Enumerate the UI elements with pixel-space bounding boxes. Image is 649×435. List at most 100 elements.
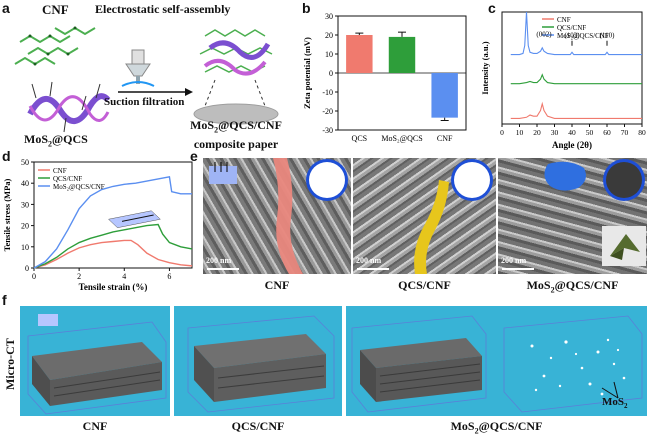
panel-b-label: b (302, 0, 311, 16)
zeta-ytick-label: 0 (329, 69, 333, 78)
sem-caption-mos2-sub: 2 (550, 285, 555, 295)
cnf-fiber-highlight (273, 158, 303, 274)
zeta-ytick-label: 20 (325, 31, 333, 40)
ct-caption-mos2-tail: @QCS/CNF (478, 419, 543, 433)
tensile-ytick-label: 30 (21, 200, 29, 209)
micro-ct-qcs-cnf (174, 306, 342, 416)
tensile-ytick-label: 0 (25, 264, 29, 273)
sem-image-mos2-qcs-cnf: 200 nm (498, 158, 647, 274)
xrd-xtick-label: 20 (533, 128, 541, 137)
panel-f-label: f (2, 292, 7, 308)
ct-caption-mos2-main: MoS (450, 419, 475, 433)
mos2-qcs-illustration (27, 81, 111, 133)
panel-a-schematic (14, 26, 279, 133)
xrd-chart: 0 10 20 30 40 50 60 70 80CNFQCS/CNFMoS₂@QCS/CNF(… (480, 11, 646, 150)
tensile-ytick-label: 40 (21, 179, 29, 188)
zeta-category-label: QCS (352, 134, 368, 143)
zeta-bar (388, 36, 416, 73)
tensile-legend-label: MoS₂@QCS/CNF (53, 183, 105, 191)
tensile-series-line (33, 176, 192, 269)
zeta-category-label: CNF (437, 134, 453, 143)
tensile-ytick-label: 20 (21, 222, 29, 231)
xrd-ylabel: Intensity (a.u.) (480, 41, 490, 94)
mos2-particle-highlight (544, 161, 586, 191)
filtration-funnel-icon (121, 49, 155, 87)
xrd-series-line (510, 101, 642, 119)
mos2-qcs-label: MoS2@QCS (24, 132, 88, 148)
tensile-series-line (33, 223, 193, 269)
mos2-annotation-sub: 2 (624, 402, 628, 411)
zeta-ylabel: Zeta potential (mV) (302, 37, 312, 109)
assembly-title: Electrostatic self-assembly (95, 2, 231, 16)
mos2-qcs-label-main: MoS (24, 132, 48, 146)
tensile-ytick-label: 10 (21, 243, 29, 252)
xrd-xtick-label: 60 (603, 128, 611, 137)
sem-caption-qcs-cnf: QCS/CNF (398, 278, 451, 292)
ct-caption-cnf: CNF (82, 419, 108, 433)
sem-image-cnf: 200 nm (203, 158, 351, 274)
cnf-title: CNF (42, 2, 69, 17)
micro-ct-label: Micro-CT (3, 338, 17, 390)
sem-caption-cnf: CNF (264, 278, 290, 292)
ct-caption-mos2: MoS2@QCS/CNF (346, 419, 647, 435)
xrd-xtick-label: 70 (621, 128, 629, 137)
qcs-cnf-fiber-highlight (414, 180, 449, 274)
zeta-ytick-label: -10 (322, 88, 333, 97)
ct-caption-mos2-sub: 2 (474, 426, 479, 435)
xrd-xtick-label: 30 (551, 128, 559, 137)
paper-flow-icon (209, 166, 237, 184)
scalebar-qcs-cnf (357, 268, 389, 270)
composite-label-main: MoS (190, 118, 215, 132)
micro-ct-mos2-qcs-cnf: MoS2 (346, 306, 647, 416)
xrd-xtick-label: 0 (500, 128, 504, 137)
panel-e-label: e (190, 148, 198, 164)
xrd-xtick-label: 40 (568, 128, 576, 137)
mos2-annotation-main: MoS (602, 396, 624, 408)
mos2-distribution-box (503, 315, 643, 413)
sem-caption-mos2-tail: @QCS/CNF (554, 278, 619, 292)
composite-paper-label: MoS2@QCS/CNF composite paper (176, 118, 296, 151)
xrd-series-line (510, 11, 642, 56)
composite-label-tail: @QCS/CNF (218, 118, 282, 132)
zeta-bar (431, 73, 458, 118)
tensile-plot-frame (33, 161, 193, 269)
zeta-category-label: MoS₂@QCS (381, 134, 422, 143)
zeta-ytick-label: -20 (322, 107, 333, 116)
xrd-legend-label: QCS/CNF (557, 24, 586, 32)
suction-filtration-label: Suction filtration (104, 96, 185, 108)
mos2-qcs-label-tail: @QCS (52, 132, 88, 146)
scalebar-mos2 (502, 268, 534, 270)
tensile-legend-label: QCS/CNF (53, 175, 82, 183)
panel-c-label: c (488, 0, 496, 16)
mos2-annotation-arrows (601, 381, 619, 399)
sem-image-qcs-cnf: 200 nm (353, 158, 496, 274)
cnf-paper-photo-inset (309, 162, 345, 198)
xrd-peak-label: (103) (564, 32, 580, 40)
xrd-peak-label: (002) (536, 31, 552, 39)
scalebar-label-cnf: 200 nm (206, 256, 232, 265)
xrd-xtick-label: 10 (516, 128, 524, 137)
xrd-legend-label: MoS₂@QCS/CNF (557, 32, 609, 40)
xrd-legend-label: CNF (557, 16, 571, 24)
tensile-xtick-label: 0 (32, 272, 36, 281)
ct-flow-icon (38, 314, 58, 326)
zeta-ytick-label: 30 (325, 12, 333, 21)
scalebar-label-qcs-cnf: 200 nm (356, 256, 382, 265)
panel-d-label: d (2, 148, 11, 164)
micro-ct-label-wrap: Micro-CT (1, 330, 19, 390)
qcs-cnf-paper-photo-inset (454, 162, 490, 198)
xrd-peak-label: (110) (600, 32, 616, 40)
tensile-legend-label: CNF (53, 167, 67, 175)
composite-paper-illustration (193, 29, 279, 125)
composite-label-line2: composite paper (193, 137, 279, 152)
panel-a-label: a (2, 0, 10, 16)
mos2-qcs-label-sub: 2 (48, 139, 52, 149)
tensile-xtick-label: 6 (167, 272, 171, 281)
sem-caption-mos2-main: MoS (526, 278, 551, 292)
composite-label-sub: 2 (214, 125, 219, 135)
tensile-series-line (33, 239, 193, 269)
zeta-ytick-label: -30 (322, 126, 333, 135)
xrd-xtick-label: 50 (586, 128, 594, 137)
tensile-xlabel: Tensile strain (%) (79, 282, 148, 292)
